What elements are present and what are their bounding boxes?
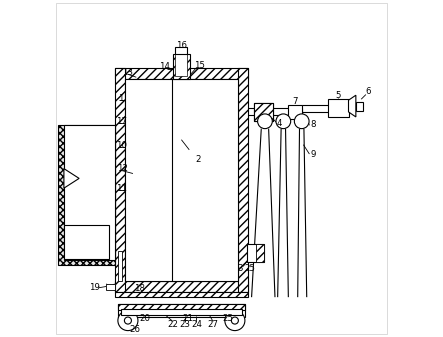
- Text: 15: 15: [194, 61, 205, 70]
- Bar: [125, 79, 237, 281]
- Circle shape: [118, 310, 138, 331]
- Bar: [173, 54, 190, 79]
- Text: 4: 4: [276, 119, 282, 128]
- Bar: [288, 104, 303, 119]
- Bar: [247, 244, 264, 262]
- Text: 13: 13: [122, 68, 133, 77]
- Text: 24: 24: [191, 320, 202, 329]
- Bar: [64, 125, 115, 261]
- Polygon shape: [64, 168, 79, 188]
- Text: 16: 16: [176, 41, 187, 50]
- Bar: [115, 68, 248, 79]
- Bar: [115, 68, 125, 292]
- Bar: [106, 284, 115, 290]
- Text: 18: 18: [134, 284, 145, 293]
- Text: 25: 25: [245, 264, 256, 273]
- Text: 5: 5: [336, 91, 341, 100]
- Circle shape: [124, 317, 132, 324]
- Bar: [175, 54, 187, 76]
- Text: 3: 3: [237, 264, 243, 273]
- Bar: [118, 251, 122, 281]
- Circle shape: [225, 310, 245, 331]
- Bar: [256, 244, 264, 262]
- Text: 22: 22: [167, 320, 179, 329]
- Text: 12: 12: [117, 164, 128, 173]
- Text: 14: 14: [159, 62, 170, 71]
- Text: 7: 7: [293, 97, 298, 106]
- Circle shape: [276, 114, 291, 129]
- Text: 8: 8: [311, 120, 316, 129]
- Bar: [115, 281, 248, 292]
- Text: 11: 11: [116, 184, 127, 193]
- Bar: [115, 292, 248, 297]
- Text: 1: 1: [118, 94, 124, 103]
- Bar: [118, 304, 245, 316]
- Text: 21: 21: [183, 314, 194, 323]
- Text: 17: 17: [116, 117, 127, 126]
- Bar: [237, 68, 248, 292]
- Bar: [254, 102, 272, 121]
- Text: 19: 19: [89, 283, 100, 292]
- Text: 27: 27: [208, 320, 219, 329]
- Bar: [356, 101, 362, 111]
- Circle shape: [231, 317, 238, 324]
- Text: 26: 26: [129, 325, 140, 334]
- Polygon shape: [349, 95, 356, 117]
- Bar: [328, 98, 349, 117]
- Bar: [58, 125, 115, 266]
- Circle shape: [257, 114, 272, 129]
- Text: 20: 20: [139, 314, 150, 323]
- Bar: [254, 102, 272, 121]
- Bar: [121, 309, 241, 315]
- Circle shape: [294, 114, 309, 129]
- Text: 2: 2: [195, 155, 201, 164]
- Text: 23: 23: [179, 320, 190, 329]
- Bar: [118, 304, 245, 310]
- Text: 6: 6: [366, 87, 371, 96]
- Text: 10: 10: [116, 141, 127, 150]
- Text: 9: 9: [311, 150, 316, 159]
- Text: 25: 25: [223, 314, 234, 323]
- Bar: [64, 225, 109, 259]
- Bar: [175, 47, 187, 54]
